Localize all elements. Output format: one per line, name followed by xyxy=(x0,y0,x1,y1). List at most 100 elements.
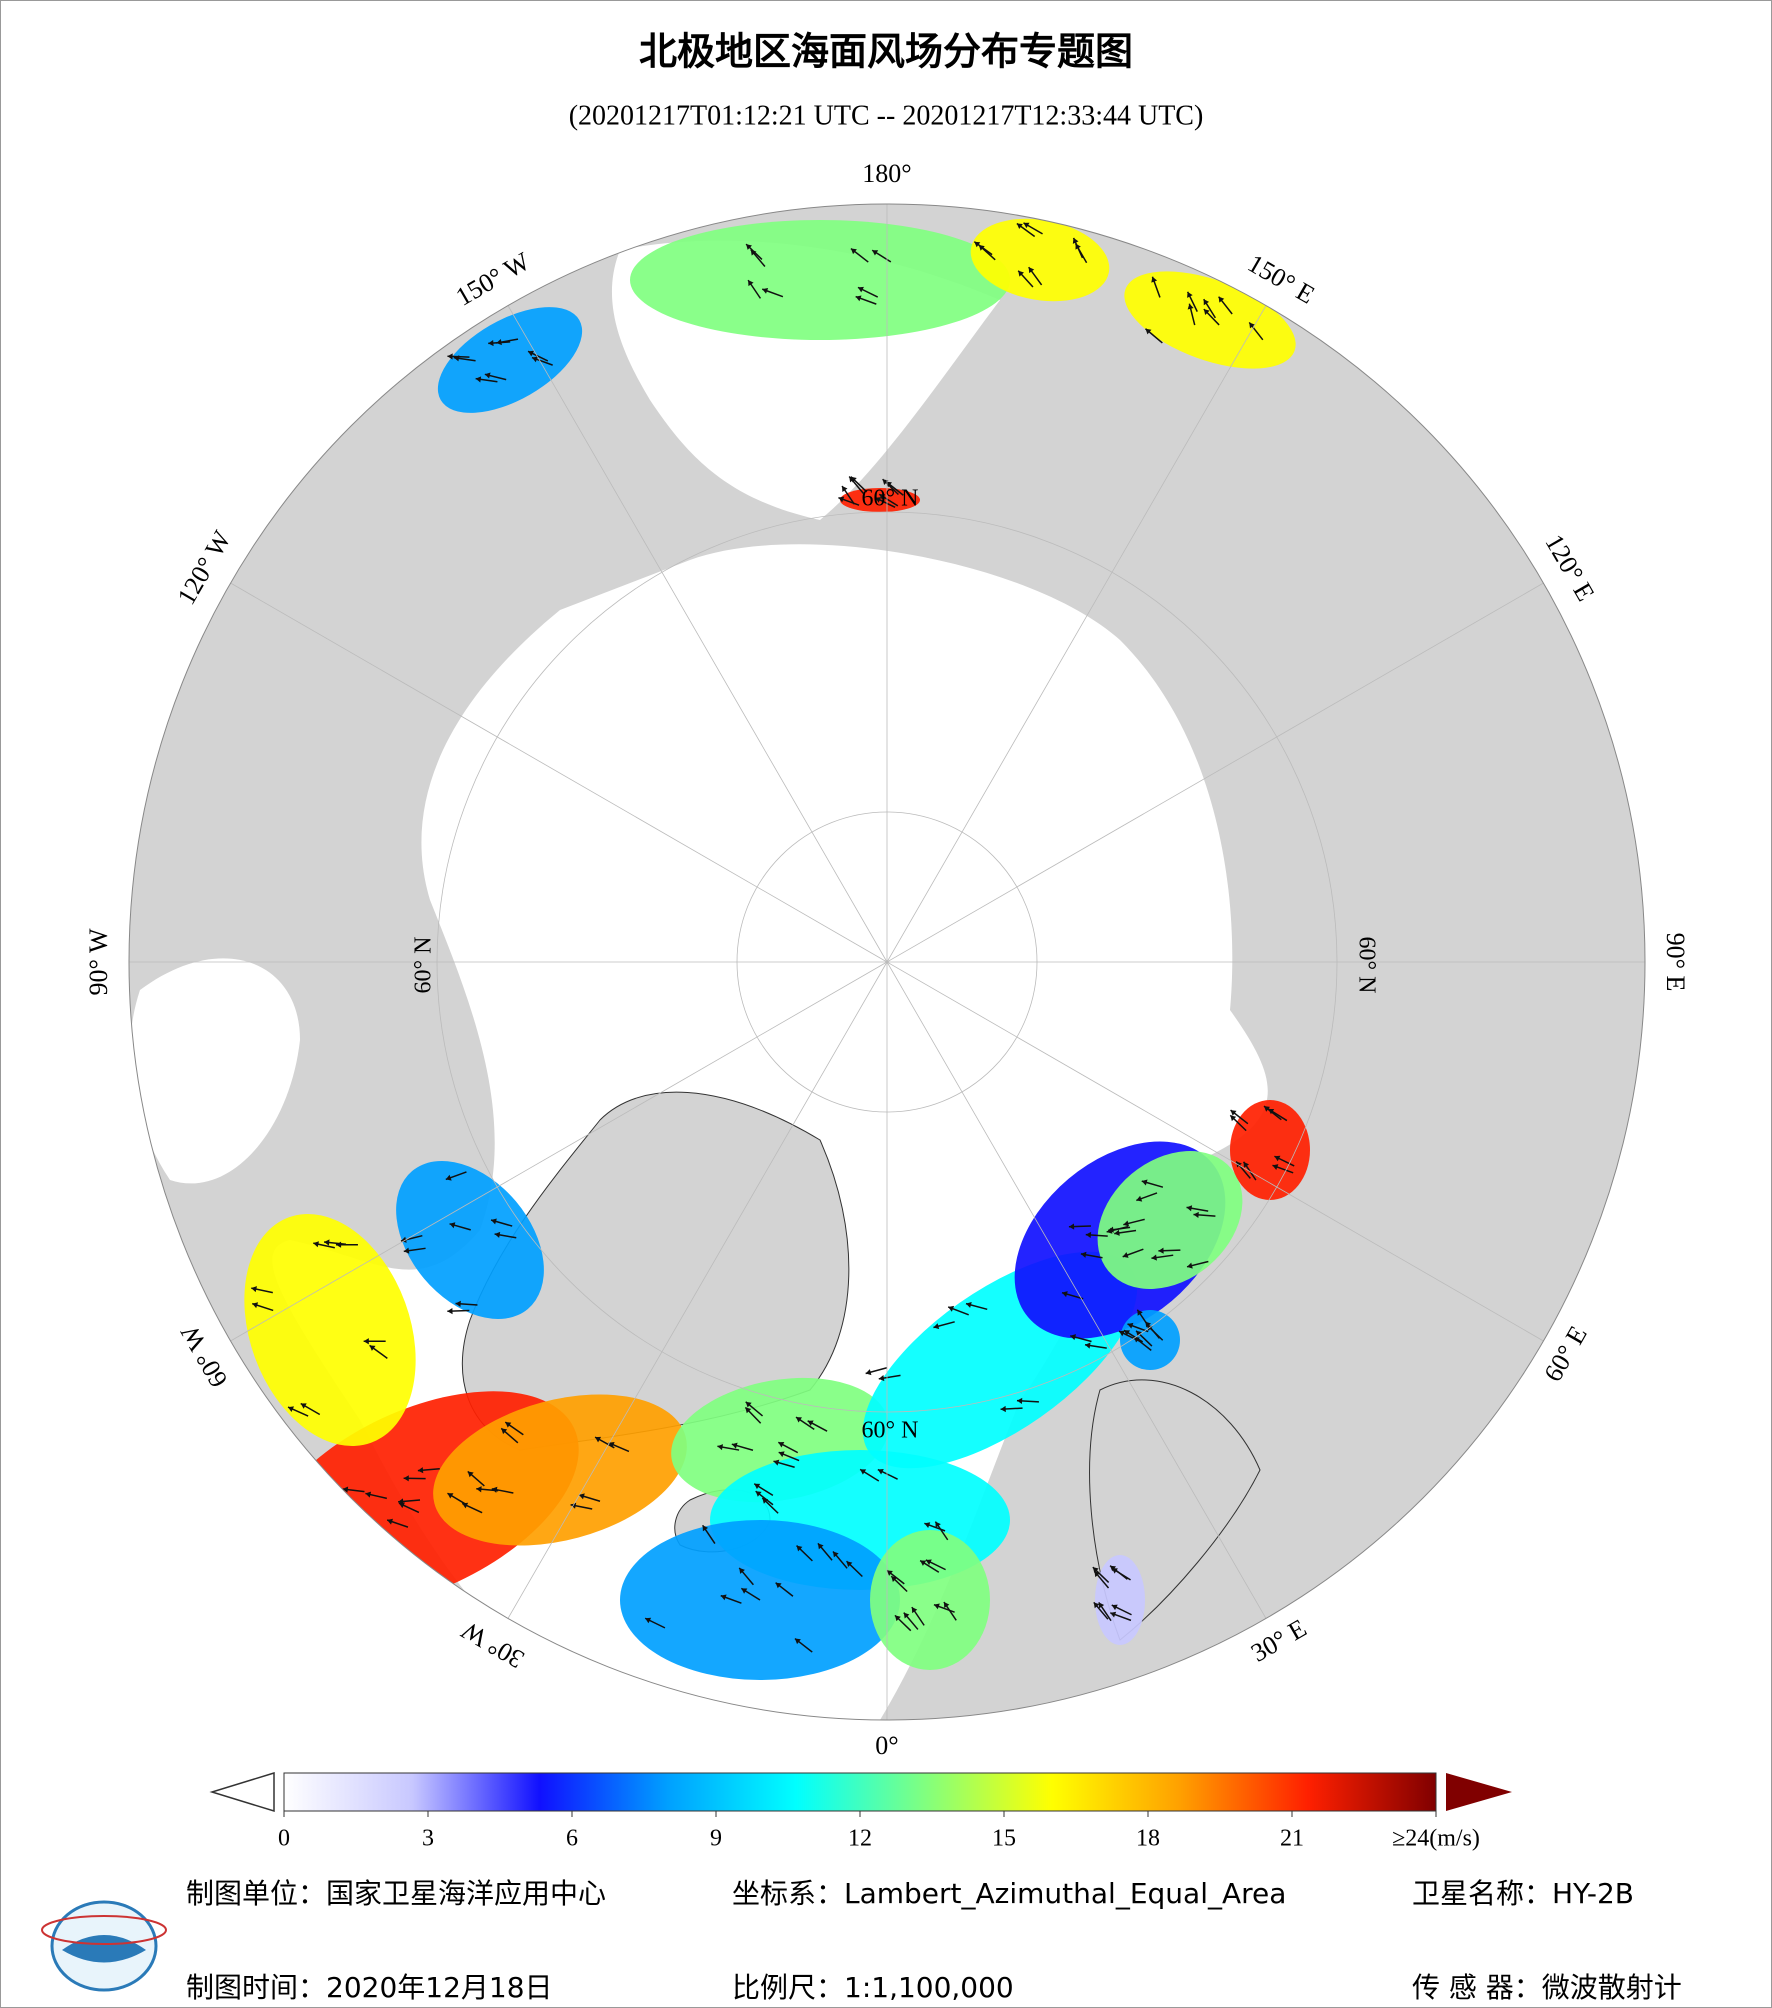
wind-arrow-head xyxy=(807,1420,814,1426)
lon-label: 180° xyxy=(862,159,911,188)
wind-arrow-head xyxy=(720,1594,727,1601)
colorbar-tick-label: 18 xyxy=(1136,1826,1160,1852)
lat-label: 60° N xyxy=(862,486,919,512)
wind-arrow-head xyxy=(1264,1106,1270,1112)
colorbar-tick-label: 12 xyxy=(848,1826,872,1852)
wind-arrow-head xyxy=(324,1239,330,1246)
colorbar-body xyxy=(283,1772,1437,1812)
footer-crs: 坐标系：Lambert_Azimuthal_Equal_Area xyxy=(732,1877,1286,1910)
wind-arrow-head xyxy=(796,1545,803,1552)
parallel xyxy=(736,811,1038,1113)
wind-arrow-head xyxy=(948,1305,955,1312)
wind-arrow-head xyxy=(400,1236,407,1243)
wind-arrow-head xyxy=(911,1607,918,1614)
wind-arrow-head xyxy=(476,1486,482,1493)
wind-arrow-head xyxy=(387,1518,394,1525)
wind-arrow-head xyxy=(1268,1108,1275,1115)
wind-arrow-head xyxy=(850,248,857,255)
wind-arrow-head xyxy=(1028,267,1035,274)
meridian xyxy=(507,305,888,963)
wind-arrow-head xyxy=(1072,237,1079,244)
wind-arrow-head xyxy=(1127,1322,1134,1329)
wind-arrow-head xyxy=(403,1247,410,1254)
wind-arrow-head xyxy=(251,1286,257,1293)
wind-arrow-head xyxy=(746,244,752,250)
wind-arrow-head xyxy=(365,1491,372,1498)
wind-arrow-head xyxy=(886,1570,893,1576)
wind-arrow-head xyxy=(1075,243,1081,250)
wind-arrow-head xyxy=(252,1302,259,1309)
wind-arrow-head xyxy=(449,1222,456,1229)
wind-arrow-head xyxy=(739,1567,745,1574)
wind-patch xyxy=(1120,1310,1180,1370)
wind-patch xyxy=(630,220,1010,340)
graticule xyxy=(129,204,1645,1720)
colorbar-tick-label: 15 xyxy=(992,1826,1016,1852)
wind-arrow-head xyxy=(363,1338,369,1345)
wind-arrow-head xyxy=(855,295,862,302)
wind-arrow-head xyxy=(778,1441,785,1448)
wind-arrow-head xyxy=(748,280,754,287)
wind-arrow-head xyxy=(1137,1309,1143,1316)
wind-arrow-head xyxy=(754,1483,761,1490)
wind-arrow-head xyxy=(894,1615,901,1622)
wind-arrow-head xyxy=(1106,1227,1113,1234)
wind-arrow-head xyxy=(488,339,494,347)
wind-arrow-head xyxy=(879,494,886,500)
wind-arrow-head xyxy=(925,1559,932,1566)
wind-arrow-head xyxy=(924,1522,931,1529)
wind-arrow-head xyxy=(1145,328,1152,335)
wind-arrow-head xyxy=(288,1406,294,1413)
parallel xyxy=(436,511,1338,1413)
meridian xyxy=(230,961,888,1342)
wind-arrow-head xyxy=(1124,1330,1131,1336)
meridian xyxy=(886,961,1267,1619)
map xyxy=(129,204,1645,1720)
wind-arrow-head xyxy=(475,376,482,383)
wind-arrow-head xyxy=(773,1459,780,1466)
wind-patch xyxy=(1097,1151,1243,1289)
footer-scale: 比例尺：1:1,100,000 xyxy=(732,1971,1014,2004)
wind-arrow-head xyxy=(1158,1247,1164,1254)
hudson-bay xyxy=(130,958,300,1184)
wind-arrow-head xyxy=(369,1345,376,1351)
wind-arrow-head xyxy=(1085,1231,1092,1239)
wind-arrow-head xyxy=(886,481,892,488)
wind-arrow-head xyxy=(578,1493,585,1500)
wind-arrow-head xyxy=(794,1638,801,1645)
wind-arrow-head xyxy=(1085,1342,1091,1349)
wind-arrow-head xyxy=(877,1468,884,1475)
wind-arrow-head xyxy=(1230,1115,1237,1122)
wind-arrow-head xyxy=(1068,1223,1075,1230)
wind-arrow-head xyxy=(846,1561,853,1568)
wind-patch xyxy=(870,1530,990,1670)
wind-arrow-head xyxy=(1136,1330,1142,1337)
wind-arrow-head xyxy=(750,249,757,256)
wind-arrow-head xyxy=(491,1218,497,1225)
wind-arrow-head xyxy=(1187,303,1194,310)
wind-arrow-head xyxy=(741,1588,748,1594)
colorbar-tick-label: 21 xyxy=(1280,1826,1304,1852)
lat-label: 60° N xyxy=(862,1418,919,1444)
wind-arrow-head xyxy=(943,1602,950,1609)
wind-patch xyxy=(433,1394,687,1546)
wind-arrow-head xyxy=(1249,322,1255,329)
wind-arrow-head xyxy=(1187,1262,1193,1269)
wind-arrow-head xyxy=(1274,1155,1281,1162)
wind-arrow-head xyxy=(865,1369,872,1376)
wind-arrow-head xyxy=(1093,1602,1100,1609)
wind-patch xyxy=(396,1161,544,1319)
wind-arrow-head xyxy=(1018,270,1024,277)
wind-arrow-head xyxy=(1193,1211,1199,1218)
wind-arrow-head xyxy=(731,1442,738,1449)
logo xyxy=(41,1900,167,1992)
wind-arrow-head xyxy=(838,496,845,503)
meridian xyxy=(886,305,1267,963)
lat-label: 60° N xyxy=(411,937,437,994)
title: 北极地区海面风场分布专题图 xyxy=(639,30,1133,74)
wind-arrow-head xyxy=(875,497,882,503)
wind-arrow-head xyxy=(1016,223,1023,230)
map-border xyxy=(128,203,1646,1721)
wind-arrow-head xyxy=(935,1521,941,1528)
